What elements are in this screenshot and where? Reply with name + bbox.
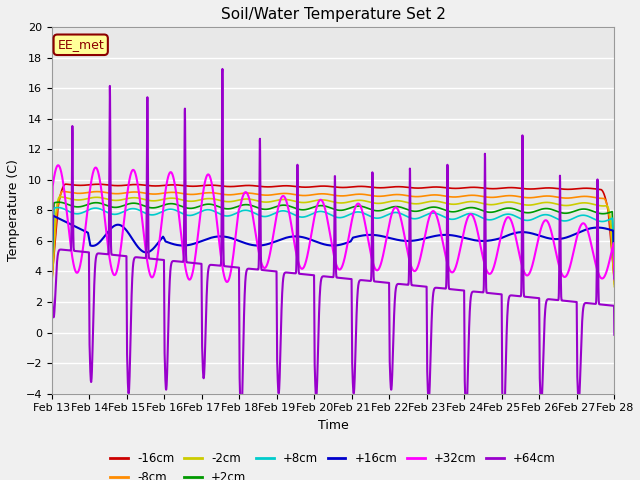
+32cm	[611, 276, 618, 282]
+8cm	[48, 265, 56, 271]
Y-axis label: Temperature (C): Temperature (C)	[7, 159, 20, 262]
+8cm	[205, 207, 213, 213]
+2cm	[388, 204, 396, 210]
+2cm	[205, 201, 213, 207]
Line: +32cm: +32cm	[52, 165, 614, 282]
+64cm	[557, 294, 565, 300]
+64cm	[388, 376, 396, 382]
-8cm	[205, 190, 213, 195]
-2cm	[398, 198, 406, 204]
-2cm	[48, 285, 56, 291]
-8cm	[611, 281, 618, 287]
+2cm	[611, 265, 618, 271]
+2cm	[398, 204, 406, 210]
Text: EE_met: EE_met	[58, 38, 104, 51]
+16cm	[398, 238, 406, 243]
-8cm	[168, 190, 176, 195]
-2cm	[168, 195, 176, 201]
+32cm	[223, 279, 231, 285]
-8cm	[388, 192, 396, 198]
+16cm	[557, 236, 565, 241]
+2cm	[168, 201, 176, 206]
-2cm	[388, 198, 396, 204]
+8cm	[398, 211, 406, 217]
Line: -16cm: -16cm	[52, 184, 614, 281]
Line: +16cm: +16cm	[52, 216, 614, 278]
-16cm	[557, 186, 565, 192]
+16cm	[48, 267, 56, 273]
+64cm	[48, 302, 56, 308]
Line: +8cm: +8cm	[52, 207, 614, 273]
-16cm	[398, 184, 406, 190]
+64cm	[219, 66, 227, 72]
+16cm	[611, 276, 618, 281]
-16cm	[62, 181, 70, 187]
+8cm	[54, 204, 62, 210]
+32cm	[205, 172, 213, 178]
Line: -2cm: -2cm	[52, 197, 614, 288]
-8cm	[398, 192, 406, 198]
-16cm	[611, 277, 618, 283]
-2cm	[611, 284, 618, 289]
+8cm	[557, 217, 565, 223]
-2cm	[205, 196, 213, 202]
+8cm	[611, 270, 618, 276]
+64cm	[168, 259, 176, 264]
-8cm	[59, 189, 67, 194]
+2cm	[55, 199, 63, 205]
-16cm	[610, 275, 618, 280]
Line: -8cm: -8cm	[52, 192, 614, 285]
-2cm	[56, 194, 63, 200]
+8cm	[388, 210, 396, 216]
-2cm	[557, 202, 565, 208]
+32cm	[48, 258, 56, 264]
X-axis label: Time: Time	[317, 419, 348, 432]
+32cm	[398, 221, 406, 227]
-16cm	[205, 182, 213, 188]
+32cm	[611, 269, 618, 275]
-16cm	[48, 278, 56, 284]
+32cm	[168, 171, 176, 177]
+2cm	[610, 257, 618, 263]
+16cm	[388, 236, 396, 241]
+8cm	[610, 261, 618, 266]
-8cm	[557, 195, 565, 201]
+16cm	[205, 236, 213, 241]
+64cm	[611, 323, 618, 329]
+32cm	[557, 270, 565, 276]
Legend: -16cm, -8cm, -2cm, +2cm, +8cm, +16cm, +32cm, +64cm: -16cm, -8cm, -2cm, +2cm, +8cm, +16cm, +3…	[106, 447, 561, 480]
-16cm	[168, 182, 176, 188]
+8cm	[168, 206, 176, 212]
-8cm	[610, 277, 618, 283]
-8cm	[48, 282, 56, 288]
Line: +64cm: +64cm	[52, 69, 614, 424]
+32cm	[388, 210, 396, 216]
-16cm	[388, 184, 396, 190]
+32cm	[54, 162, 62, 168]
+2cm	[557, 210, 565, 216]
+64cm	[205, 264, 212, 270]
+64cm	[398, 281, 406, 287]
+16cm	[168, 241, 176, 247]
Line: +2cm: +2cm	[52, 202, 614, 268]
-2cm	[610, 278, 618, 284]
+16cm	[49, 213, 57, 218]
+16cm	[610, 262, 618, 268]
+64cm	[611, 332, 618, 337]
+2cm	[48, 265, 56, 271]
Title: Soil/Water Temperature Set 2: Soil/Water Temperature Set 2	[221, 7, 445, 22]
+64cm	[500, 421, 508, 427]
